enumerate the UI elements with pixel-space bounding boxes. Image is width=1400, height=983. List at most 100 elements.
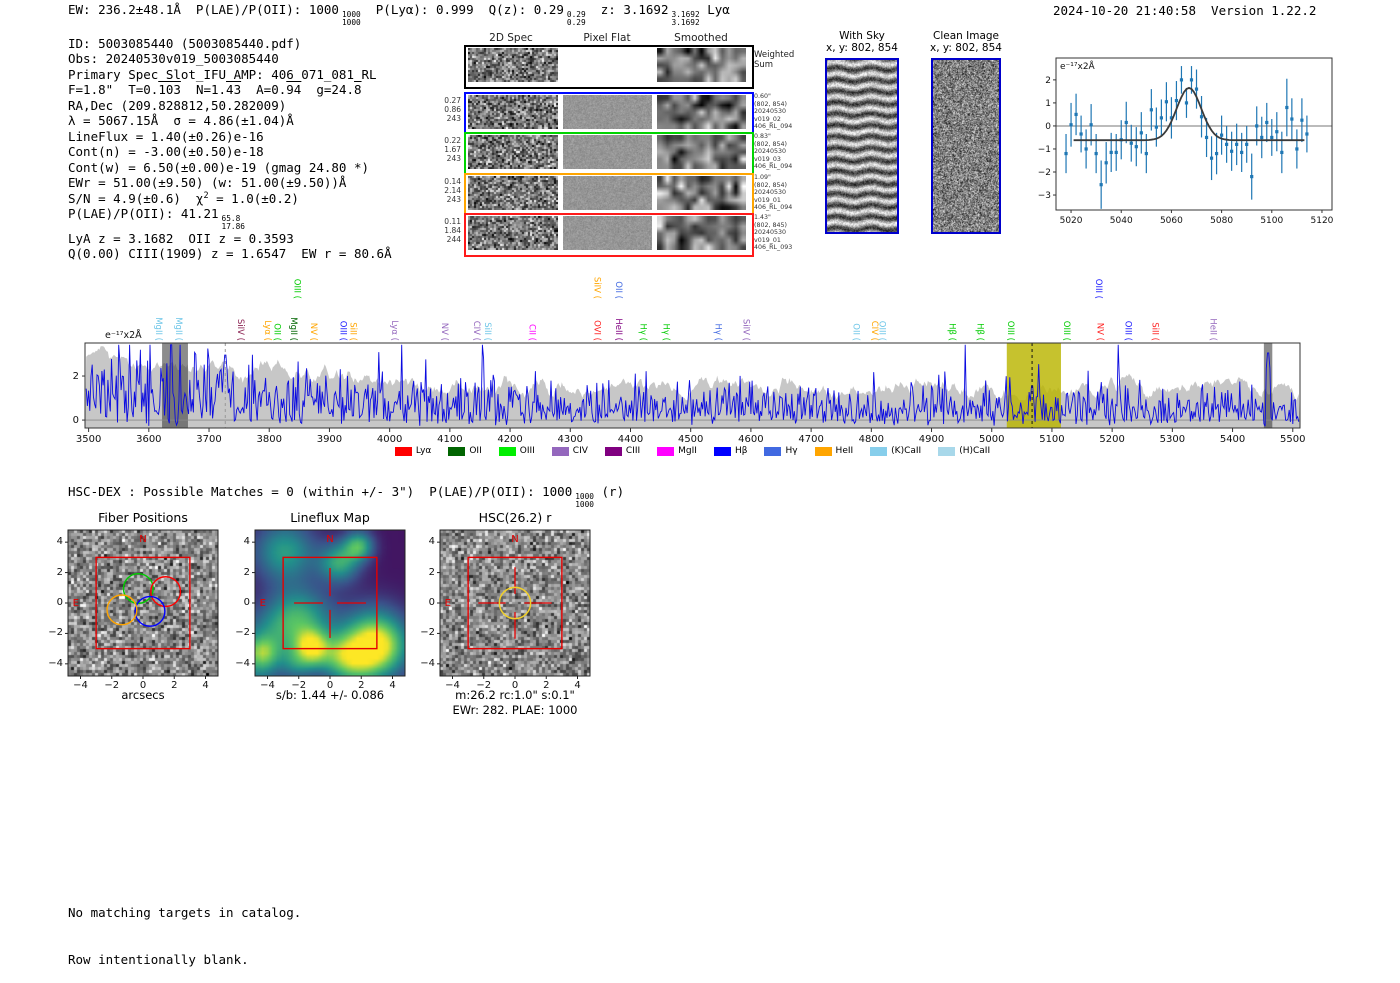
info-line: Obs: 20240530v019_5003085440 [68,51,279,67]
line-id-label: SiIV ( [235,319,245,341]
line-id-label: OIII ( [1122,321,1132,341]
line-id-label: OVI ( [591,320,601,341]
legend-label: (H)CaII [959,446,991,456]
spec2d-noise-image [468,135,558,169]
with-sky-image [825,58,899,234]
info-line: S/N = 4.9(±0.6) χ2 = 1.0(±0.2) [68,190,299,206]
line-id-label: Lyα ( [262,320,272,341]
line-id-label: Lyα ( [389,320,399,341]
hsc-ew-plae-label: EWr: 282. PLAE: 1000 [452,703,578,717]
compass-east: E [73,598,79,609]
line-id-label: SiIV ( [591,277,601,299]
legend-label: Hγ [785,446,798,456]
x-tick-label: −2 [291,680,307,691]
lineflux_map-image [255,530,405,676]
x-tick-label: 0 [326,680,334,691]
x-tick-label: 3600 [136,434,161,445]
legend-item: OII [448,446,482,456]
line-id-label: OIII ( [1005,321,1015,341]
line-id-label: HeII ( [613,318,623,341]
hsc_r-image [440,530,590,676]
svg-text:1: 1 [1045,99,1051,109]
line-id-label: Hβ ( [947,323,957,341]
with-sky-title: With Sky [839,30,885,42]
spec2d-row [464,45,754,89]
y-tick-label: −4 [235,657,250,669]
spec2d-row [464,92,754,136]
legend-swatch [604,446,622,456]
pixel-flat-blank [563,48,652,82]
legend-swatch [764,446,782,456]
legend-swatch [713,446,731,456]
hsc-cutout-panel: HSC(26.2) r m:26.2 rc:1.0" s:0.1" EWr: 2… [412,510,612,725]
fiber_positions-overlay: NE [65,529,219,679]
spec2d-row [464,173,754,217]
line-fit-svg: 2 1 0 −1 −2 −3 5020 5040 5060 5080 5100 5120 e⁻¹⁷x2Å [1038,57,1334,226]
lineflux-map-title: Lineflux Map [290,510,370,525]
x-tick-label: 4700 [798,434,823,445]
y-tick-label: 4 [243,536,250,548]
spec2d-flat-image [563,95,652,129]
y-tick-label: 0 [243,597,250,608]
spec2d-row-left-labels: 0.27 0.86 243 [444,96,461,124]
lineflux_map-overlay: NE [252,529,406,679]
info-line: P(LAE)/P(OII): 41.21 65.8 17.86 [68,205,245,231]
line-id-label: OIII ( [337,321,347,341]
spec2d-row-right-labels: 0.83" (802, 854) 20240530 v019_03 406_RL_094 [754,133,793,171]
svg-text:5100: 5100 [1260,216,1283,226]
legend-item: CIII [604,446,640,456]
compass-north: N [511,534,518,545]
line-id-label: OIII ( [292,279,302,299]
with-sky-coords: x, y: 802, 854 [826,42,898,54]
line-id-label: SiII ( [348,322,358,341]
ifu-extent-square [95,556,191,650]
spec2d-row-left-labels: 0.22 1.67 243 [444,136,461,164]
x-tick-label: 4100 [437,434,462,445]
legend-label: OIII [519,446,535,456]
x-tick-label: 4 [574,680,581,691]
compass-north: N [326,534,333,545]
spec2d-smooth-image [657,95,746,129]
y-tick-label: 0 [73,415,79,426]
y-tick-label: 2 [56,566,63,578]
info-line: Q(0.00) CIII(1909) z = 1.6547 EW r = 80.… [68,246,392,262]
x-tick-label: 4500 [678,434,703,445]
x-tick-label: −2 [476,680,492,691]
x-tick-label: −4 [73,680,88,691]
y-tick-label: −4 [420,657,435,669]
catalog-footer-note: No matching targets in catalog. Row inte… [68,874,301,983]
y-tick-label: −2 [48,627,63,639]
y-tick-label: −2 [420,627,435,639]
line-id-label: MgII ( [153,317,163,341]
legend-swatch [938,446,956,456]
legend-item: CIV [551,446,588,456]
x-tick-label: 3900 [317,434,342,445]
line-id-label: Hγ ( [638,324,648,341]
info-line: Cont(n) = -3.00(±0.50)e-18 [68,144,264,160]
info-line: LineFlux = 1.40(±0.26)e-16 [68,128,264,144]
legend-item: (H)CaII [938,446,990,456]
legend-item: OIII [498,446,535,456]
line-id-label: OII ( [850,323,860,341]
summary-header-line: EW: 236.2±48.1Å P(LAE)/P(OII): 1000 1000 1… [68,2,730,27]
line-id-label: CIV ( [471,321,481,341]
spec2d-flat-image [563,176,652,210]
y-tick-label: 0 [428,597,435,608]
legend-swatch [657,446,675,456]
line-id-label: SiIV ( [741,319,751,341]
line-id-label: OIII ( [1093,279,1103,299]
full-spectrum-plot: 3500 3600 3700 3800 3900 4000 4100 4200 4300 4400… [73,277,1306,445]
x-tick-label: 4 [202,680,209,691]
hsc-dex-match-line: HSC-DEX : Possible Matches = 0 (within +… [68,484,625,509]
legend-item: Hγ [764,446,798,456]
line-id-label: NV ( [1095,323,1105,341]
legend-swatch [498,446,516,456]
line-id-label: Hγ ( [712,324,722,341]
svg-text:e⁻¹⁷x2Å: e⁻¹⁷x2Å [1060,60,1096,72]
line-id-label: Hγ ( [661,324,671,341]
spec2d-col-header: Smoothed [674,32,728,44]
line-id-label: SiII ( [482,322,492,341]
legend-label: Hβ [734,446,748,456]
x-tick-label: 4400 [618,434,643,445]
footer-line: Row intentionally blank. [68,951,249,967]
